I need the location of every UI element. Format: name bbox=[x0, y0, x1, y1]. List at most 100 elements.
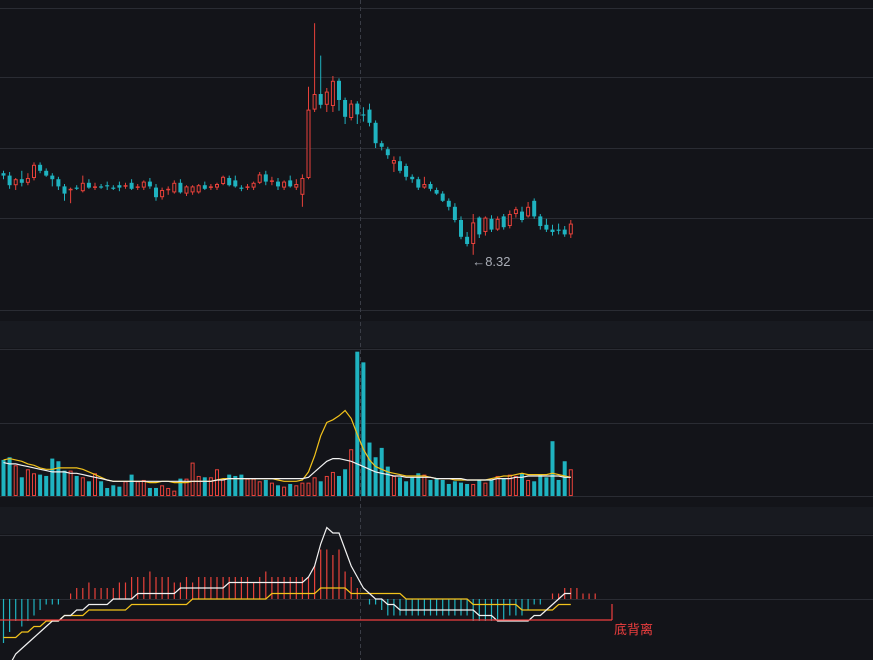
volume-bar bbox=[172, 490, 177, 496]
volume-bar bbox=[50, 458, 55, 496]
candle-body bbox=[221, 176, 226, 185]
volume-bar bbox=[337, 475, 341, 496]
volume-ma-line bbox=[3, 409, 571, 484]
candle-body bbox=[391, 160, 396, 164]
candle-body bbox=[62, 186, 67, 194]
candle-body bbox=[245, 186, 250, 188]
candle-body bbox=[568, 223, 573, 235]
candle-body bbox=[495, 218, 500, 230]
volume-bar bbox=[538, 474, 543, 496]
volume-bar bbox=[489, 479, 494, 496]
candle-body bbox=[141, 181, 146, 188]
candle-body bbox=[147, 181, 152, 187]
candle-body bbox=[422, 184, 427, 188]
volume-bar bbox=[68, 470, 73, 497]
volume-bar bbox=[379, 447, 384, 496]
volume-bar bbox=[434, 478, 439, 496]
volume-bar bbox=[465, 483, 470, 496]
volume-bar bbox=[44, 475, 49, 496]
candle-body bbox=[257, 174, 262, 183]
volume-panel bbox=[1, 351, 573, 497]
volume-bar bbox=[239, 474, 244, 496]
candle-body bbox=[294, 184, 299, 188]
panel-separator bbox=[0, 321, 873, 348]
volume-bar bbox=[373, 457, 378, 496]
candle-body bbox=[513, 209, 518, 214]
candle-body bbox=[306, 109, 311, 178]
volume-bar bbox=[86, 481, 91, 496]
volume-bar bbox=[513, 475, 518, 497]
volume-bar bbox=[135, 481, 140, 496]
candle-body bbox=[129, 182, 134, 189]
volume-bar bbox=[129, 474, 134, 496]
candle-body bbox=[337, 80, 341, 100]
volume-bar bbox=[398, 477, 402, 496]
volume-bar bbox=[19, 477, 24, 496]
candle-body bbox=[477, 217, 482, 235]
candle-body bbox=[196, 185, 201, 193]
candle-body bbox=[379, 143, 384, 147]
volume-bar bbox=[147, 487, 152, 496]
volume-bar bbox=[318, 481, 323, 496]
candle-body bbox=[123, 185, 128, 187]
candle-body bbox=[361, 114, 366, 116]
candle-body bbox=[86, 182, 91, 188]
volume-bar bbox=[32, 473, 36, 497]
volume-bar bbox=[282, 486, 287, 496]
candle-body bbox=[13, 179, 18, 186]
candle-body bbox=[105, 185, 110, 187]
volume-bar bbox=[233, 475, 238, 496]
volume-bar bbox=[526, 479, 531, 496]
volume-bar bbox=[550, 441, 555, 496]
volume-bar bbox=[324, 475, 329, 497]
price-panel bbox=[1, 23, 573, 255]
volume-bar bbox=[495, 475, 500, 497]
candle-body bbox=[135, 186, 140, 188]
candle-body bbox=[56, 179, 61, 187]
volume-bar bbox=[404, 481, 409, 496]
volume-bar bbox=[154, 487, 158, 496]
candle-body bbox=[440, 193, 445, 201]
candle-body bbox=[80, 182, 85, 192]
volume-bar bbox=[391, 475, 396, 497]
volume-bar bbox=[123, 481, 128, 496]
volume-bar bbox=[74, 475, 79, 496]
volume-bar bbox=[349, 449, 354, 496]
candle-body bbox=[50, 175, 55, 180]
volume-bar bbox=[117, 486, 122, 496]
volume-bar bbox=[477, 479, 482, 496]
volume-bar bbox=[99, 481, 104, 496]
candle-body bbox=[19, 179, 24, 183]
candle-body bbox=[318, 94, 323, 105]
candle-body bbox=[154, 187, 158, 198]
volume-bar bbox=[184, 478, 189, 496]
volume-bar bbox=[93, 473, 97, 497]
volume-bar bbox=[306, 482, 311, 496]
volume-bar bbox=[422, 474, 427, 497]
candle-body bbox=[215, 184, 219, 188]
candle-body bbox=[251, 182, 256, 188]
candle-body bbox=[452, 206, 457, 220]
slow-line bbox=[3, 587, 571, 639]
volume-bar bbox=[257, 481, 262, 496]
candle-body bbox=[166, 188, 171, 191]
candle-body bbox=[410, 176, 415, 180]
candle-body bbox=[434, 190, 439, 194]
candle-body bbox=[324, 91, 329, 105]
volume-bar bbox=[13, 465, 18, 497]
volume-bar bbox=[410, 477, 415, 496]
candle-body bbox=[68, 188, 73, 191]
volume-bar bbox=[80, 477, 85, 497]
volume-bar bbox=[355, 351, 360, 496]
volume-bar bbox=[196, 475, 201, 497]
candle-body bbox=[532, 200, 537, 217]
candle-body bbox=[538, 216, 543, 226]
volume-bar bbox=[300, 482, 305, 496]
candle-body bbox=[355, 103, 360, 115]
candle-body bbox=[172, 182, 177, 193]
candle-body bbox=[343, 100, 348, 117]
volume-bar bbox=[440, 479, 445, 496]
candle-body bbox=[471, 222, 476, 244]
